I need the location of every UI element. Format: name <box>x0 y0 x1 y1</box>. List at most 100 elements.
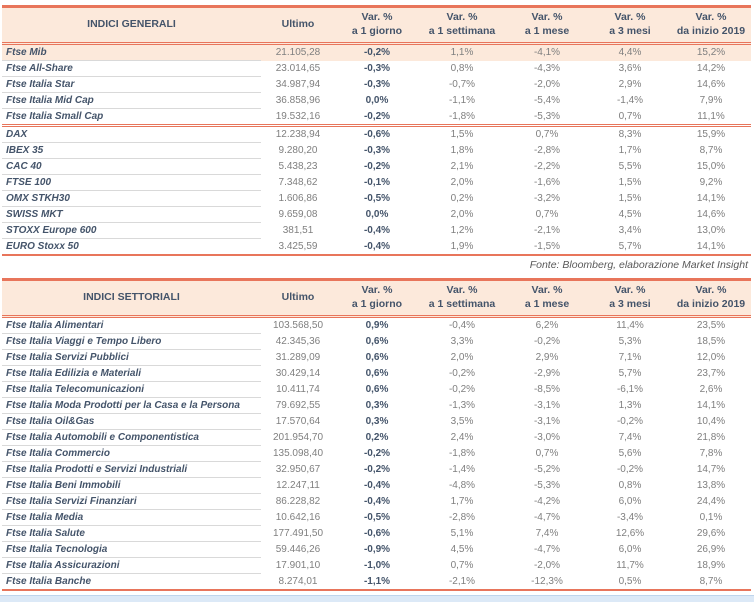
var-1-settimana-value: -0,7% <box>448 79 476 90</box>
period-label-da-inizio-2019: da inizio 2019 <box>676 25 746 37</box>
var-da-inizio-2019-value: 15,2% <box>671 43 751 61</box>
var-1-giorno-value: -1,1% <box>363 575 391 587</box>
table-row: OMX STKH30 1.606,86 -0,5% 0,2% -3,2% 1,5% 14,1… <box>2 190 751 207</box>
var-1-settimana-value: 1,7% <box>450 496 474 507</box>
table-row: Ftse Italia Mid Cap 36.858,96 0,0% -1,1% -5,… <box>2 92 751 109</box>
index-name: EURO Stoxx 50 <box>6 241 79 252</box>
index-name: Ftse Italia Small Cap <box>2 108 261 127</box>
var-1-giorno-value: -0,3% <box>363 79 391 90</box>
var-3-mesi-value: 5,3% <box>618 336 642 347</box>
var-da-inizio-2019-value: 12,0% <box>696 352 726 363</box>
ultimo-value: 36.858,96 <box>275 95 321 106</box>
var-1-giorno-value: 0,2% <box>365 432 389 443</box>
var-1-mese-value: -3,2% <box>533 193 561 204</box>
var-1-mese-value: -2,8% <box>533 145 561 156</box>
var-1-giorno-value: -0,3% <box>363 145 391 156</box>
var-da-inizio-2019-value: 13,8% <box>696 480 726 491</box>
var-3-mesi-value: 5,7% <box>618 240 642 252</box>
index-name: Ftse Italia Beni Immobili <box>2 477 261 494</box>
var-1-giorno-value: 0,0% <box>365 95 389 106</box>
var-3-mesi-value: 1,5% <box>618 177 642 188</box>
period-label-3-mesi: a 3 mesi <box>609 25 651 37</box>
index-name: FTSE 100 <box>2 174 261 191</box>
table-row: DAX 12.238,94 -0,6% 1,5% 0,7% 8,3% 15,9% <box>2 125 751 143</box>
var-1-settimana-value: 2,0% <box>450 209 474 220</box>
table-row: Ftse Italia Assicurazioni 17.901,10 -1,0% 0… <box>2 557 751 574</box>
var-1-mese-value: -2,9% <box>533 368 561 379</box>
table-row: FTSE 100 7.348,62 -0,1% 2,0% -1,6% 1,5% 9,2% <box>2 174 751 191</box>
var-3-mesi-value: -0,2% <box>616 416 644 427</box>
var-1-giorno-value: -0,4% <box>363 480 391 491</box>
index-name: Ftse Italia Viaggi e Tempo Libero <box>2 333 261 350</box>
col-header-var-1-mese: Var. % a 1 mese <box>505 6 589 45</box>
index-name: Ftse Italia Commercio <box>2 445 261 462</box>
var-1-mese-value: -0,2% <box>533 336 561 347</box>
var-3-mesi-value: 2,9% <box>618 79 642 90</box>
table-row: Ftse Italia Viaggi e Tempo Libero 42.345,… <box>2 333 751 350</box>
ultimo-value: 17.901,10 <box>275 560 321 571</box>
var-da-inizio-2019-value: 15,9% <box>696 129 726 141</box>
index-name: Ftse Mib <box>2 43 261 61</box>
var-da-inizio-2019-value: 26,9% <box>696 544 726 555</box>
var-1-settimana-value: 2,1% <box>450 161 474 172</box>
period-label-1-giorno: a 1 giorno <box>351 298 403 310</box>
ultimo-value: 201.954,70 <box>272 432 324 443</box>
var-3-mesi-value: -0,2% <box>616 464 644 475</box>
var-1-giorno-value: -0,9% <box>363 544 391 555</box>
index-name: Ftse Italia Tecnologia <box>2 541 261 558</box>
var-1-settimana-value: 5,1% <box>450 528 474 539</box>
var-1-mese-value: -8,5% <box>533 384 561 395</box>
index-name: STOXX Europe 600 <box>2 222 261 239</box>
var-1-giorno-value: -0,6% <box>363 528 391 539</box>
var-1-mese-value: -1,5% <box>533 240 561 252</box>
next-section-band <box>0 595 754 602</box>
var-1-giorno-value: -1,0% <box>363 560 391 571</box>
var-3-mesi-value: 5,7% <box>618 368 642 379</box>
var-1-mese-value: -1,6% <box>533 177 561 188</box>
ultimo-value: 12.238,94 <box>275 129 321 141</box>
var-3-mesi-value: 1,3% <box>618 400 642 411</box>
var-1-giorno-value: -0,4% <box>363 240 391 252</box>
ultimo-value: 10.411,74 <box>276 384 320 395</box>
ultimo-value: 31.289,09 <box>275 352 321 363</box>
var-da-inizio-2019-value: 0,1% <box>699 512 723 523</box>
var-da-inizio-2019-value: 7,8% <box>699 448 723 459</box>
var-1-mese-value: -2,0% <box>533 560 561 571</box>
var-1-giorno-value: -0,2% <box>363 464 391 475</box>
source-note: Fonte: Bloomberg, elaborazione Market In… <box>529 259 748 271</box>
ultimo-value: 1.606,86 <box>278 193 318 204</box>
index-name: Ftse Italia Oil&Gas <box>2 413 261 430</box>
index-name: Ftse Italia Servizi Pubblici <box>2 349 261 366</box>
var-da-inizio-2019-value: 14,1% <box>696 193 726 204</box>
indici-settoriali-header-row: INDICI SETTORIALI Ultimo Var. % a 1 gior… <box>2 279 751 318</box>
var-label: Var. % <box>446 11 478 24</box>
ultimo-value: 86.228,82 <box>275 496 321 507</box>
var-3-mesi-value: -6,1% <box>616 384 644 395</box>
var-1-mese-value: 0,7% <box>535 209 559 220</box>
table-row: Ftse Italia Prodotti e Servizi Industria… <box>2 461 751 478</box>
col-header-var-1-settimana: Var. % a 1 settimana <box>419 6 505 45</box>
table-row: Ftse Italia Commercio 135.098,40 -0,2% -1,8… <box>2 445 751 462</box>
index-name: CAC 40 <box>2 158 261 175</box>
ultimo-value: 177.491,50 <box>272 528 324 539</box>
var-1-giorno-value: -0,2% <box>335 43 419 61</box>
var-da-inizio-2019-value: 10,4% <box>696 416 726 427</box>
var-1-giorno-value: -0,3% <box>363 63 391 74</box>
col-header-var-da-inizio-2019: Var. % da inizio 2019 <box>671 6 751 45</box>
var-da-inizio-2019-value: 8,7% <box>699 575 723 587</box>
var-3-mesi-value: 3,4% <box>618 225 642 236</box>
var-1-settimana-value: 0,8% <box>450 63 474 74</box>
var-1-settimana-value: 1,5% <box>450 129 474 141</box>
var-3-mesi-value: 4,4% <box>589 43 671 61</box>
col-header-var-1-giorno: Var. % a 1 giorno <box>335 279 419 318</box>
var-da-inizio-2019-value: 2,6% <box>699 384 723 395</box>
var-da-inizio-2019-value: 23,7% <box>696 368 726 379</box>
var-1-giorno-value: -0,5% <box>363 512 391 523</box>
index-name: Ftse Italia Salute <box>2 525 261 542</box>
var-da-inizio-2019-value: 14,1% <box>696 240 726 252</box>
var-1-mese-value: -5,2% <box>533 464 561 475</box>
var-label: Var. % <box>446 284 478 297</box>
var-1-settimana-value: -0,4% <box>448 320 476 332</box>
var-3-mesi-value: 7,1% <box>618 352 642 363</box>
ultimo-value: 381,51 <box>282 225 314 236</box>
